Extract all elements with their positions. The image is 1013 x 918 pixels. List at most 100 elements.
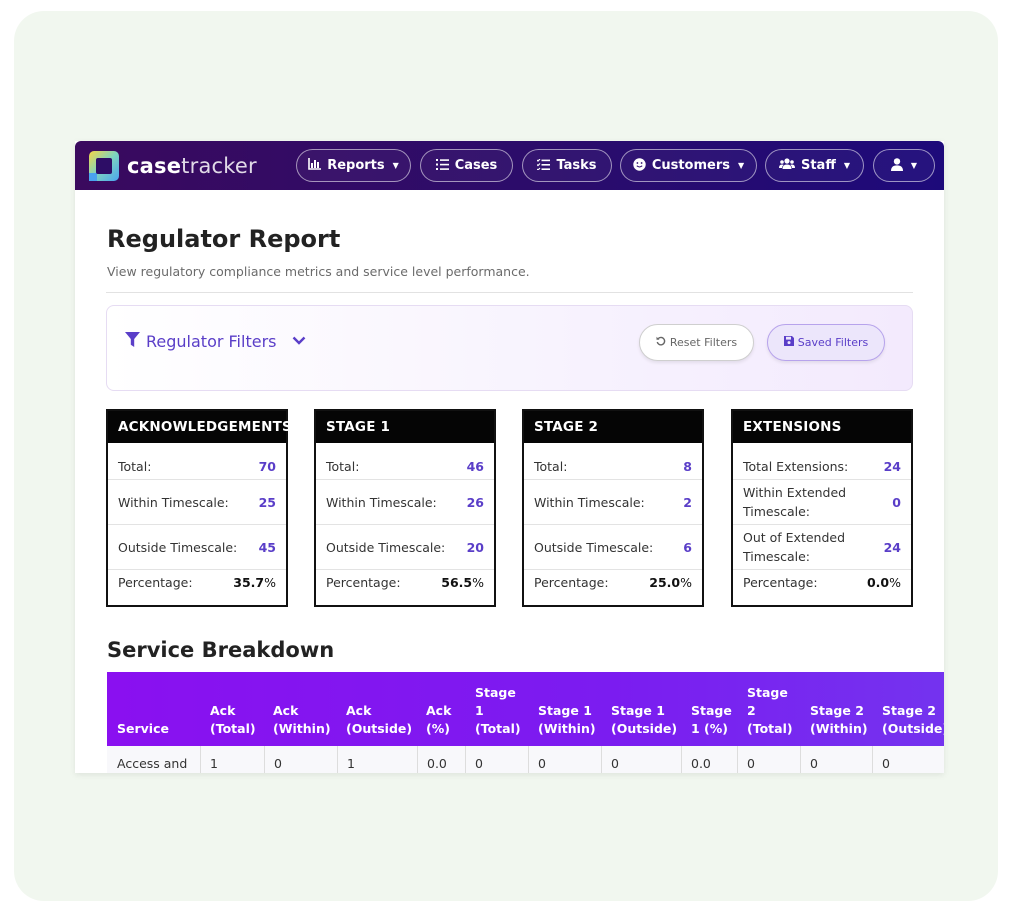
- regulator-filters-label: Regulator Filters: [146, 332, 277, 351]
- card-row-value: 0: [892, 494, 901, 510]
- users-icon: [778, 158, 795, 173]
- stage-2-card: STAGE 2 Total: 8 Within Timescale: 2 Outsi…: [522, 409, 704, 607]
- nav-customers-dropdown[interactable]: Customers ▼: [620, 149, 757, 182]
- card-row-label: Outside Timescale:: [534, 539, 654, 555]
- cell-divider: [528, 746, 529, 773]
- regulator-filters-panel: Regulator Filters Reset Filters Saved Fi…: [106, 305, 913, 391]
- card-row-label: Percentage:: [534, 575, 609, 590]
- table-cell: 0: [475, 756, 483, 771]
- percentage-number: 25.0: [649, 575, 681, 590]
- card-row-value: 25: [258, 494, 276, 510]
- card-row-value: 26: [466, 494, 484, 510]
- card-row-value: 8: [683, 458, 692, 474]
- column-header[interactable]: Stage 2 (Outside): [882, 703, 944, 736]
- card-row-value: 70: [258, 458, 276, 474]
- card-row-value: 24: [883, 539, 901, 555]
- column-header[interactable]: Stage 2 (Total): [747, 685, 793, 736]
- table-cell: 0: [611, 756, 619, 771]
- card-row-value: 20: [466, 539, 484, 555]
- percentage-number: 0.0: [866, 575, 890, 590]
- nav-cases-button[interactable]: Cases: [420, 149, 513, 182]
- card-row-within: Within Extended Timescale: 0: [733, 480, 911, 525]
- nav-user-menu-dropdown[interactable]: ▼: [873, 149, 935, 182]
- nav-staff-label: Staff: [800, 158, 836, 173]
- card-row-outside: Outside Timescale: 20: [316, 525, 494, 570]
- card-row-within: Within Timescale: 2: [524, 480, 702, 525]
- nav-reports-dropdown[interactable]: Reports ▼: [296, 149, 411, 182]
- percentage-unit: %: [680, 575, 692, 590]
- cell-divider: [337, 746, 338, 773]
- table-cell: 0: [882, 756, 890, 771]
- chevron-down-icon: [292, 334, 306, 349]
- column-header[interactable]: Stage 2 (Within): [810, 703, 868, 736]
- card-row-value: 24: [883, 458, 901, 474]
- stage-1-card: STAGE 1 Total: 46 Within Timescale: 26 Out…: [314, 409, 496, 607]
- card-row-within: Within Timescale: 25: [108, 480, 286, 525]
- card-row-label: Within Timescale:: [326, 494, 437, 510]
- column-header[interactable]: Ack (%): [426, 703, 452, 736]
- cell-divider: [264, 746, 265, 773]
- list-icon: [435, 158, 449, 173]
- column-header[interactable]: Stage 1 (Outside): [611, 703, 678, 736]
- card-row-label: Percentage:: [326, 575, 401, 590]
- user-icon: [890, 157, 903, 174]
- column-header[interactable]: Service: [117, 721, 169, 736]
- column-header[interactable]: Stage 1 (Total): [475, 685, 521, 736]
- table-row[interactable]: Access and 1 0 1 0.0 0 0 0 0.0 0 0 0: [107, 746, 944, 773]
- card-row-outside: Outside Timescale: 6: [524, 525, 702, 570]
- card-row-value: 2: [683, 494, 692, 510]
- cell-divider: [200, 746, 201, 773]
- saved-filters-label: Saved Filters: [797, 336, 869, 349]
- reset-filters-button[interactable]: Reset Filters: [639, 324, 754, 361]
- nav-cases-label: Cases: [454, 158, 498, 173]
- card-title: STAGE 1: [316, 411, 494, 443]
- smile-icon: [633, 157, 646, 174]
- cell-divider: [465, 746, 466, 773]
- table-cell: 1: [210, 756, 218, 771]
- page-title: Regulator Report: [107, 225, 341, 253]
- service-breakdown-title: Service Breakdown: [107, 638, 335, 662]
- card-row-outside: Outside Timescale: 45: [108, 525, 286, 570]
- table-cell: 1: [347, 756, 355, 771]
- table-cell: 0: [538, 756, 546, 771]
- card-row-label: Total:: [326, 458, 360, 474]
- nav-reports-label: Reports: [327, 158, 385, 173]
- percentage-unit: %: [472, 575, 484, 590]
- table-header: Service Ack (Total) Ack (Within) Ack (Ou…: [107, 672, 944, 746]
- card-row-total: Total Extensions: 24: [733, 443, 911, 480]
- card-row-label: Outside Timescale:: [326, 539, 446, 555]
- caret-down-icon: ▼: [392, 161, 399, 170]
- card-row-label: Percentage:: [743, 575, 818, 590]
- saved-filters-button[interactable]: Saved Filters: [767, 324, 885, 361]
- column-header[interactable]: Ack (Within): [273, 703, 331, 736]
- regulator-filters-toggle[interactable]: Regulator Filters: [125, 332, 306, 351]
- card-row-label: Within Timescale:: [118, 494, 229, 510]
- card-row-label: Outside Timescale:: [118, 539, 238, 555]
- card-percentage-value: 56.5%: [441, 575, 484, 590]
- card-row-percentage: Percentage: 35.7%: [108, 570, 286, 595]
- cell-divider: [800, 746, 801, 773]
- caret-down-icon: ▼: [843, 161, 851, 170]
- card-row-total: Total: 70: [108, 443, 286, 480]
- nav-tasks-label: Tasks: [556, 158, 597, 173]
- page-subtitle: View regulatory compliance metrics and s…: [107, 264, 530, 279]
- brand-logo[interactable]: casetracker: [89, 150, 257, 181]
- cell-divider: [681, 746, 682, 773]
- card-row-within: Within Timescale: 26: [316, 480, 494, 525]
- save-icon: [783, 336, 794, 349]
- brand-name-bold: case: [127, 153, 182, 178]
- nav-tasks-button[interactable]: Tasks: [522, 149, 612, 182]
- column-header[interactable]: Ack (Total): [210, 703, 256, 736]
- column-header[interactable]: Stage 1 (%): [691, 703, 732, 736]
- column-header[interactable]: Stage 1 (Within): [538, 703, 596, 736]
- card-percentage-value: 0.0%: [867, 575, 901, 590]
- table-cell: 0.0: [691, 756, 711, 771]
- service-breakdown-table: Service Ack (Total) Ack (Within) Ack (Ou…: [107, 672, 944, 773]
- card-row-percentage: Percentage: 56.5%: [316, 570, 494, 595]
- percentage-number: 56.5: [441, 575, 473, 590]
- card-row-label: Within Timescale:: [534, 494, 645, 510]
- column-header[interactable]: Ack (Outside): [346, 703, 413, 736]
- nav-staff-dropdown[interactable]: Staff ▼: [765, 149, 864, 182]
- card-title: ACKNOWLEDGEMENTS: [108, 411, 292, 443]
- logo-mark-icon: [89, 150, 119, 181]
